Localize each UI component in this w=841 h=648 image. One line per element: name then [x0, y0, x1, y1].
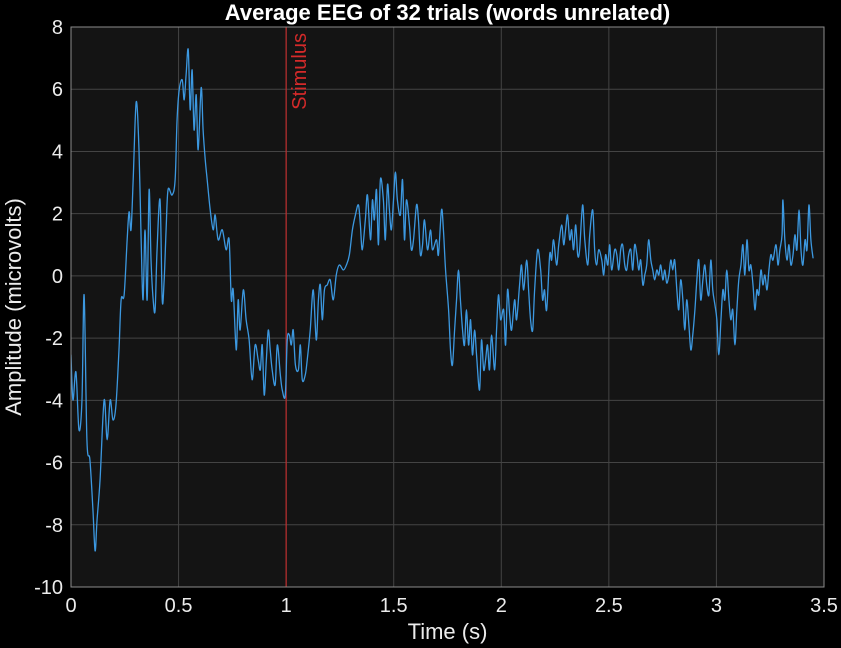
x-axis-tick-labels: 0 0.5 1 1.5 2 2.5 3 3.5	[65, 595, 837, 617]
x-tick-label: 3.5	[810, 595, 838, 617]
grid-lines	[71, 27, 824, 587]
x-tick-label: 3	[711, 595, 722, 617]
y-tick-label: 2	[52, 204, 63, 226]
y-tick-label: -4	[45, 390, 63, 412]
axes-box	[70, 26, 825, 588]
plot-area	[71, 27, 824, 587]
y-tick-label: -8	[45, 515, 63, 537]
y-tick-label: 4	[52, 141, 63, 163]
stimulus-label: Stimulus	[289, 33, 311, 110]
y-tick-label: 6	[52, 79, 63, 101]
y-tick-label: 8	[52, 17, 63, 39]
series-layer	[71, 48, 814, 552]
chart-title: Average EEG of 32 trials (words unrelate…	[225, 0, 670, 25]
x-axis-label: Time (s)	[408, 619, 488, 644]
y-tick-label: -10	[34, 577, 63, 599]
y-tick-label: -6	[45, 453, 63, 475]
y-tick-label: 0	[52, 266, 63, 288]
x-tick-label: 0.5	[165, 595, 193, 617]
eeg-trace-line	[71, 48, 814, 552]
x-tick-label: 0	[65, 595, 76, 617]
x-tick-label: 1	[281, 595, 292, 617]
y-tick-label: -2	[45, 328, 63, 350]
x-tick-label: 2.5	[595, 595, 623, 617]
x-tick-label: 2	[496, 595, 507, 617]
y-axis-tick-labels: 8 6 4 2 0 -2 -4 -6 -8 -10	[34, 17, 63, 599]
x-tick-label: 1.5	[380, 595, 408, 617]
y-axis-label: Amplitude (microvolts)	[1, 198, 26, 416]
